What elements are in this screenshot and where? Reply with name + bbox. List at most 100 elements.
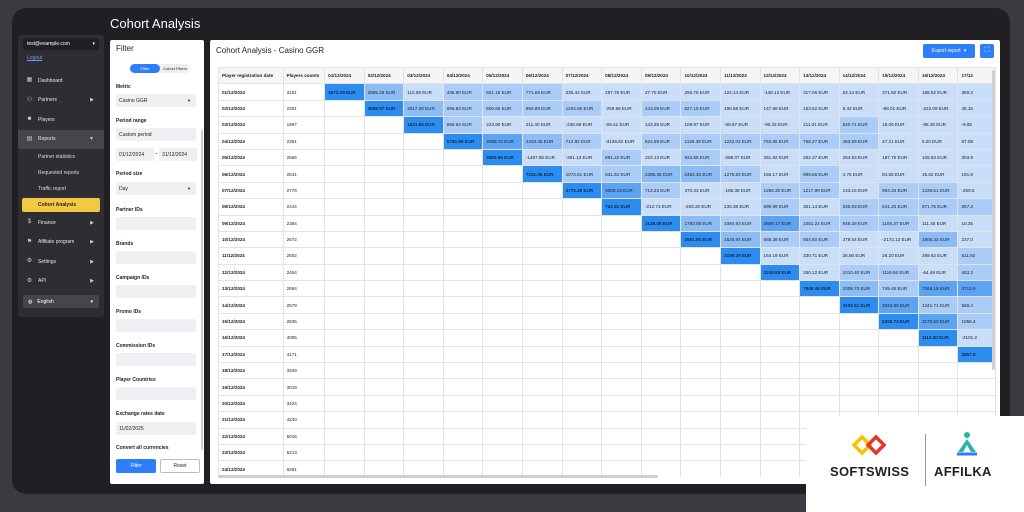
cohort-value-cell [442,427,484,445]
cohort-value-cell: 3898.97 EUR [363,99,405,118]
period-range-select[interactable]: Custom period [116,128,196,141]
cohort-value-cell [482,411,523,429]
cohort-value-cell [759,411,801,429]
sidebar-item-affiliate-program[interactable]: ⚑ Affiliate program ▶ [18,233,104,253]
cohort-value-cell: 10.35 [957,214,996,232]
tab-filter[interactable]: Filter [130,64,160,73]
cohort-value-cell: 752.81 EUR [601,198,642,216]
cohort-value-cell [482,263,523,282]
cohort-value-cell [403,148,444,167]
date-to-input[interactable]: 31/12/2024 [159,148,197,161]
cohort-value-cell [799,345,840,364]
column-header-date[interactable]: 03/12/2024 [403,67,444,85]
column-header-date[interactable]: 02/12/2024 [363,67,405,85]
cohort-value-cell: 211.01 EUR [799,116,840,134]
column-header-date[interactable]: 08/12/2024 [601,67,642,85]
table-row: 06/12/2024 2541 7231.05 EUR 1074.61 EUR 831.… [218,165,996,183]
partner-ids-input[interactable] [116,217,196,230]
cohort-value-cell [561,362,603,380]
tab-cohort-filters[interactable]: Cohort Filters [162,66,187,71]
date-from-input[interactable]: 01/12/2024 [116,148,154,161]
chevron-right-icon: ▶ [90,278,94,285]
column-header-date[interactable]: 12/12/2024 [759,67,801,85]
commission-ids-input[interactable] [116,353,196,366]
sidebar-subitem-requested-reports[interactable]: Requested reports [38,170,80,176]
sidebar-item-api[interactable]: ⚙ API ▶ [18,272,104,292]
language-select[interactable]: ◍ English ▾ [23,295,99,308]
cohort-value-cell [601,247,642,265]
column-header-date[interactable]: 10/12/2024 [680,67,722,85]
cohort-value-cell [640,280,682,298]
filter-scrollbar[interactable] [201,130,203,450]
column-header-date[interactable]: 06/12/2024 [521,67,563,85]
cohort-value-cell: 303.9 [957,148,996,167]
column-header-date[interactable]: 14/12/2024 [838,67,880,85]
sidebar-item-players[interactable]: ☻ Players [18,110,104,130]
column-header-date[interactable]: 11/12/2024 [720,67,761,85]
cohort-value-cell: 763.65 EUR [759,132,801,150]
sidebar-item-dashboard[interactable]: ▦ Dashboard [18,71,104,91]
column-header-date[interactable]: 13/12/2024 [799,67,840,85]
period-size-select[interactable]: Day ▼ [116,182,196,195]
reset-button[interactable]: Reset [160,459,200,473]
sidebar-item-partners[interactable]: ⚇ Partners ▶ [18,91,104,111]
cohort-value-cell: 2857.8 [957,345,996,364]
table-row: 14/12/2024 2579 2104.61 EUR 3044.96 EUR 1341… [218,296,996,314]
logout-link[interactable]: Logout [27,55,43,61]
players-count-cell: 2776 [282,181,326,200]
cohort-value-cell [442,230,484,249]
cohort-value-cell [640,394,682,413]
vertical-scrollbar[interactable] [992,70,995,370]
cohort-value-cell [561,280,603,298]
promo-ids-input[interactable] [116,319,196,332]
column-header-date[interactable]: 05/12/2024 [482,67,523,85]
column-header-players-counts[interactable]: Players counts [282,67,326,85]
metric-select[interactable]: Casino GGR ▼ [116,94,196,107]
column-header-date[interactable]: 01/12/2024 [324,67,365,85]
export-report-button[interactable]: Export report ▾ [923,44,975,58]
filter-button[interactable]: Filter [116,459,156,473]
cohort-value-cell [324,116,365,134]
cohort-value-cell [363,263,405,282]
sidebar-subitem-partner-statistics[interactable]: Partner statistics [38,154,75,160]
sidebar-item-label: Settings [38,258,57,265]
sidebar-subitem-traffic-report[interactable]: Traffic report [38,186,67,192]
player-countries-input[interactable] [116,387,196,400]
sidebar: test@example.com ▾ Logout ▦ Dashboard ⚇ … [18,35,104,317]
sidebar-item-label: Players [38,116,55,123]
cohort-value-cell [521,230,563,249]
registration-date-cell: 14/12/2024 [218,296,284,314]
exchange-rates-input[interactable]: 11/02/2025 [116,422,196,435]
cohort-value-cell [640,296,682,314]
brands-input[interactable] [116,251,196,264]
column-header-date[interactable]: 16/12/2024 [917,67,959,85]
column-header-date[interactable]: 07/12/2024 [561,67,603,85]
cohort-value-cell: 260.12 EUR [799,263,840,282]
sidebar-item-settings[interactable]: ⚙ Settings ▶ [18,252,104,272]
column-header-registration-date[interactable]: Player registration date [218,67,284,85]
campaign-ids-input[interactable] [116,285,196,298]
column-header-date[interactable]: 04/12/2024 [442,67,484,85]
cohort-value-cell [442,247,484,265]
cohort-value-cell [403,280,444,298]
cohort-value-cell [363,394,405,413]
horizontal-scrollbar[interactable] [218,475,658,478]
user-menu[interactable]: test@example.com ▾ [23,38,99,50]
sidebar-item-finance[interactable]: $ Finance ▶ [18,213,104,233]
cohort-value-cell [482,280,523,298]
column-header-date[interactable]: 15/12/2024 [878,67,919,85]
cohort-value-cell: 3044.96 EUR [878,296,919,314]
cohort-value-cell: 67.09 [957,132,996,150]
cohort-value-cell: 1126.38 EUR [680,132,722,150]
cohort-value-cell [403,296,444,314]
cohort-value-cell [680,378,722,396]
registration-date-cell: 16/12/2024 [218,329,284,347]
cohort-value-cell [482,214,523,232]
column-header-date[interactable]: 17/12 [957,67,996,85]
sidebar-subitem-cohort-analysis[interactable]: Cohort Analysis [22,198,100,212]
players-count-cell: 2454 [282,263,326,282]
fullscreen-icon[interactable]: ⛶ [980,44,994,58]
cohort-value-cell: 995.83 EUR [442,99,484,118]
sidebar-item-reports[interactable]: ▤ Reports ▼ [18,129,104,149]
column-header-date[interactable]: 09/12/2024 [640,67,682,85]
